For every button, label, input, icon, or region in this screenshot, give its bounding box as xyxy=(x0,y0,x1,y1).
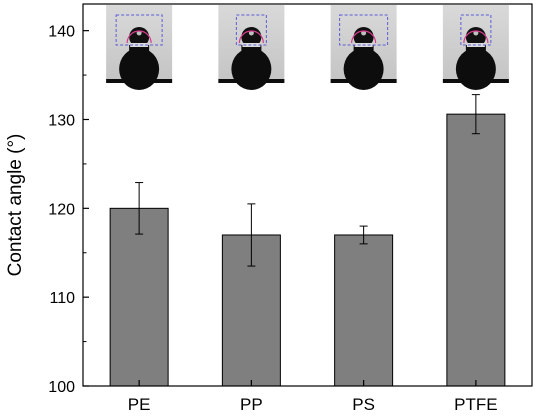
inset-fit-box xyxy=(235,14,267,46)
bar-ptfe xyxy=(446,113,506,387)
inset-neck xyxy=(129,45,150,59)
plot-frame xyxy=(82,3,533,387)
x-tick-label-ps: PS xyxy=(352,395,375,414)
error-bar-ps xyxy=(359,225,368,245)
bar-pe xyxy=(109,207,169,387)
inset-image-ps xyxy=(330,5,397,90)
inset-base xyxy=(442,79,509,83)
inset-base xyxy=(330,79,397,83)
bars xyxy=(109,113,506,387)
axes xyxy=(82,3,533,387)
labels: 100 110 120 130 140 PE PP PS PTFE Contact angle (… xyxy=(5,24,498,414)
inset-highlight xyxy=(473,30,479,36)
inset-image-ptfe xyxy=(442,5,509,90)
inset-scale-label xyxy=(130,43,149,47)
inset-base xyxy=(106,79,173,83)
y-tick-label: 140 xyxy=(48,24,75,41)
y-tick-label: 100 xyxy=(48,379,75,396)
error-bars xyxy=(135,94,480,267)
inset-fit-box xyxy=(460,14,492,46)
y-tick-label: 110 xyxy=(49,290,75,307)
inset-neck xyxy=(465,45,486,59)
inset-base xyxy=(218,79,285,83)
inset-images xyxy=(106,5,509,90)
inset-contact-arc xyxy=(126,30,152,44)
y-tick-label: 120 xyxy=(48,201,75,218)
error-bar-pe xyxy=(135,182,144,235)
y-axis-title: Contact angle (°) xyxy=(5,134,26,277)
inset-image-pp xyxy=(218,5,285,90)
y-tick-label: 130 xyxy=(48,112,75,129)
inset-fit-box xyxy=(115,14,163,46)
inset-contact-arc xyxy=(238,30,264,44)
x-tick-label-pe: PE xyxy=(128,395,151,414)
x-tick-label-pp: PP xyxy=(240,395,263,414)
inset-highlight xyxy=(136,30,142,36)
inset-fit-box xyxy=(339,14,389,46)
inset-highlight xyxy=(361,30,367,36)
inset-neck xyxy=(241,45,262,59)
bar-ps xyxy=(334,234,394,387)
inset-highlight xyxy=(248,30,254,36)
error-bar-ptfe xyxy=(471,94,480,135)
inset-neck xyxy=(353,45,374,59)
error-bar-pp xyxy=(247,203,256,267)
inset-contact-arc xyxy=(463,30,489,44)
x-tick-label-ptfe: PTFE xyxy=(454,395,497,414)
inset-image-pe xyxy=(106,5,173,90)
inset-contact-arc xyxy=(351,30,377,44)
